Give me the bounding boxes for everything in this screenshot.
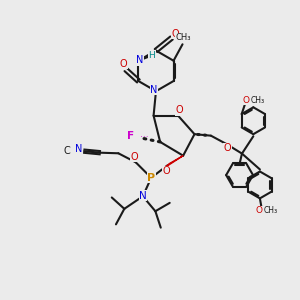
Polygon shape — [166, 156, 183, 167]
Text: ···: ··· — [140, 133, 149, 142]
Text: CH₃: CH₃ — [176, 33, 191, 42]
Text: O: O — [131, 152, 138, 162]
Text: P: P — [147, 173, 155, 183]
Text: O: O — [256, 206, 262, 215]
Text: CH₃: CH₃ — [264, 206, 278, 215]
Text: O: O — [243, 96, 250, 105]
Text: CH₃: CH₃ — [250, 96, 265, 105]
Text: H: H — [148, 51, 155, 60]
Text: C: C — [64, 146, 70, 156]
Text: N: N — [151, 85, 158, 95]
Text: O: O — [172, 29, 179, 39]
Text: F: F — [127, 131, 134, 141]
Text: O: O — [224, 143, 232, 153]
Text: O: O — [163, 166, 170, 176]
Text: N: N — [136, 55, 144, 65]
Text: N: N — [139, 191, 147, 201]
Text: O: O — [120, 59, 127, 69]
Text: N: N — [75, 144, 82, 154]
Text: O: O — [176, 105, 183, 115]
